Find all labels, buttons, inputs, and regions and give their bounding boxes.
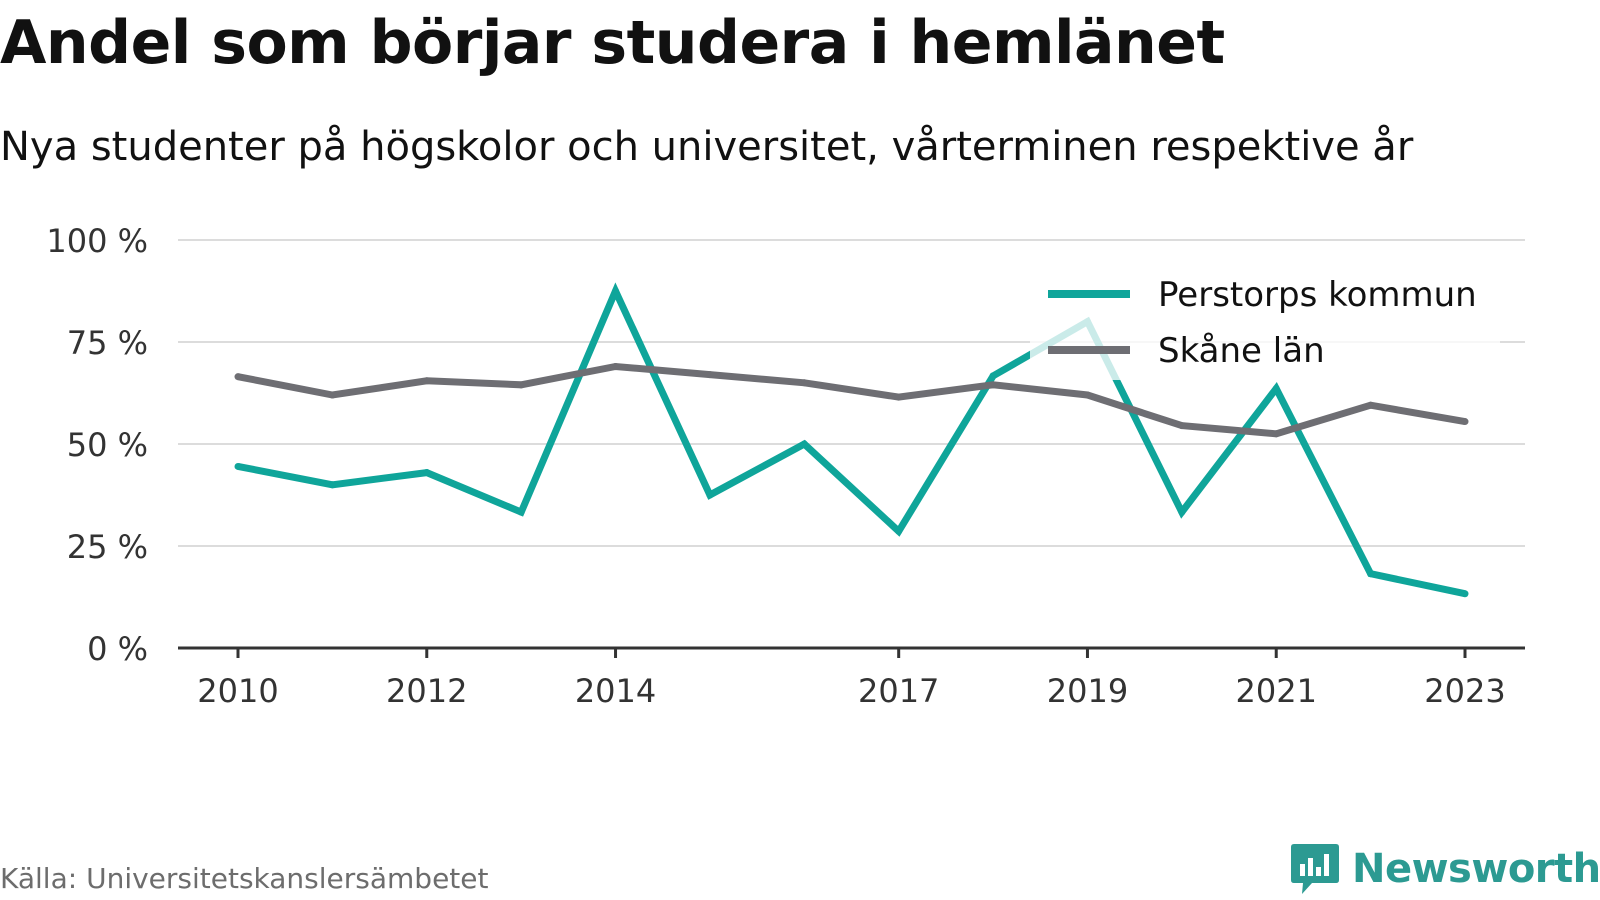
data-point: [800, 440, 808, 448]
legend-label: Skåne län: [1158, 331, 1325, 371]
data-point: [612, 287, 620, 295]
y-tick-label: 25 %: [67, 528, 148, 566]
brand-name: Newsworthy: [1352, 846, 1600, 892]
data-point: [1367, 401, 1375, 409]
brand-logo: Newsworthy: [1290, 842, 1600, 896]
x-tick-label: 2017: [858, 672, 939, 710]
data-point: [1083, 391, 1091, 399]
x-tick-label: 2010: [197, 672, 278, 710]
chart-title: Andel som börjar studera i hemlänet: [0, 8, 1225, 78]
x-tick-label: 2021: [1236, 672, 1317, 710]
series-line-0: [237, 282, 1466, 598]
data-point: [1178, 508, 1186, 516]
data-point: [989, 372, 997, 380]
y-tick-label: 50 %: [67, 426, 148, 464]
data-point: [706, 371, 714, 379]
legend-background: [1030, 262, 1500, 380]
data-point: [895, 393, 903, 401]
data-point: [989, 381, 997, 389]
data-point: [895, 527, 903, 535]
data-point: [1178, 422, 1186, 430]
data-point: [1461, 590, 1469, 598]
y-tick-label: 100 %: [46, 222, 148, 260]
source-note: Källa: Universitetskanslersämbetet: [0, 862, 489, 895]
series-line-1: [237, 362, 1466, 438]
data-point: [1367, 570, 1375, 578]
y-tick-label: 0 %: [87, 630, 148, 668]
data-point: [234, 373, 242, 381]
data-point: [328, 391, 336, 399]
y-axis-ticks: 0 % 25 % 50 % 75 % 100 %: [46, 222, 148, 668]
legend-label: Perstorps kommun: [1158, 275, 1477, 315]
x-tick-label: 2019: [1047, 672, 1128, 710]
data-point: [800, 379, 808, 387]
data-point: [423, 377, 431, 385]
x-tick-label: 2023: [1424, 672, 1505, 710]
y-tick-label: 75 %: [67, 324, 148, 362]
chart-subtitle: Nya studenter på högskolor och universit…: [0, 124, 1414, 170]
data-point: [612, 362, 620, 370]
legend: Perstorps kommun Skåne län: [1030, 262, 1500, 380]
x-tick-label: 2014: [575, 672, 656, 710]
data-point: [1272, 430, 1280, 438]
data-point: [517, 381, 525, 389]
data-point: [423, 469, 431, 477]
x-tick-label: 2012: [386, 672, 467, 710]
data-point: [706, 491, 714, 499]
data-point: [328, 481, 336, 489]
x-axis-ticks: 2010 2012 2014 2017 2019 2021 2023: [178, 646, 1525, 710]
data-point: [1461, 418, 1469, 426]
series-lines: [234, 282, 1469, 598]
data-point: [1272, 385, 1280, 393]
data-point: [517, 508, 525, 516]
data-point: [234, 462, 242, 470]
bar-chart-logo-icon: [1291, 844, 1339, 894]
